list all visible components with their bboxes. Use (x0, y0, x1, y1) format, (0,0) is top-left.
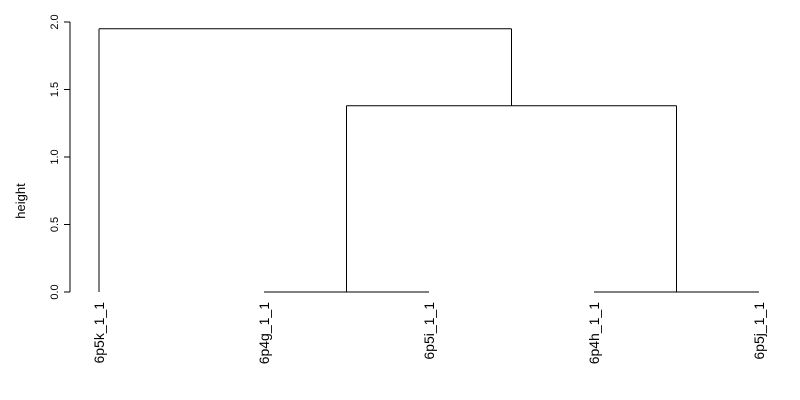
y-tick-label: 0.0 (49, 284, 61, 299)
leaf-label: 6p4h_1_1 (586, 302, 602, 365)
leaf-label: 6p5j_1_1 (751, 302, 767, 360)
dendrogram-tree (98, 28, 759, 293)
y-tick-label: 2.0 (49, 14, 61, 29)
y-tick-label: 0.5 (49, 217, 61, 232)
y-axis: 0.0 0.5 1.0 1.5 2.0 (49, 14, 71, 300)
y-axis-label: height (13, 183, 28, 219)
leaf-label: 6p4g_1_1 (256, 302, 272, 365)
leaf-label: 6p5i_1_1 (421, 302, 437, 360)
leaf-label: 6p5k_1_1 (91, 302, 107, 364)
leaf-labels: 6p5k_1_1 6p4g_1_1 6p5i_1_1 6p4h_1_1 6p5j_1_1 (91, 302, 767, 365)
y-tick-label: 1.5 (49, 82, 61, 97)
y-tick-label: 1.0 (49, 149, 61, 164)
